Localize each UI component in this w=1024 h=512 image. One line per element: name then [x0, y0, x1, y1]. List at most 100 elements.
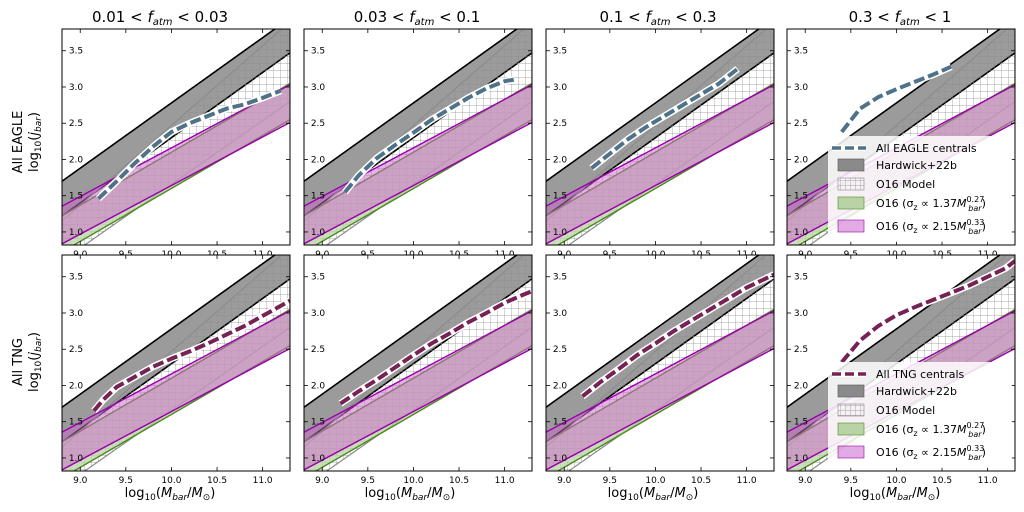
- y-tick-label: 1.0: [553, 228, 568, 238]
- x-tick-label: 11.0: [737, 476, 757, 486]
- y-tick-label: 3.0: [311, 309, 326, 319]
- tng-centrals-line: [91, 297, 290, 414]
- x-tick-label: 10.5: [691, 476, 711, 486]
- panel-frame: [61, 28, 291, 246]
- x-tick-label: 9.5: [844, 476, 858, 486]
- y-tick-label: 3.5: [311, 47, 325, 57]
- y-tick-label: 3.5: [794, 273, 808, 283]
- o16-magenta-band: [546, 84, 774, 245]
- legend-hardwick-label: Hardwick+22b: [876, 159, 957, 172]
- x-tick-label: 10.0: [886, 476, 906, 486]
- panel-eagle-3: 9.09.510.010.511.01.01.52.02.53.03.5: [545, 28, 775, 260]
- y-tick-label: 3.0: [69, 83, 84, 93]
- x-tick-label: 10.0: [403, 476, 423, 486]
- legend-hardwick-swatch: [837, 384, 865, 398]
- y-tick-label: 1.5: [69, 418, 83, 428]
- legend-magenta-swatch: [837, 445, 865, 459]
- y-tick-label: 1.0: [69, 454, 84, 464]
- tng-centrals-line: [580, 271, 774, 400]
- panel-frame: [786, 28, 1016, 246]
- panel-frame: [61, 254, 291, 472]
- panel-tng-2: 9.0 9.5 10.0 10.5 11.0 1.0 1.5 2.0 2.5 3.0 3.5: [303, 254, 533, 486]
- x-tick-label: 9.5: [603, 476, 617, 486]
- y-tick-label: 1.5: [794, 192, 808, 202]
- panel-frame: [545, 28, 775, 246]
- column-title-4: 0.3 < fatm < 1: [849, 8, 952, 28]
- x-tick-label: 9.5: [119, 476, 133, 486]
- y-tick-label: 3.5: [311, 273, 325, 283]
- y-tick-label: 2.0: [794, 155, 809, 165]
- y-tick-label: 1.5: [553, 418, 567, 428]
- legend-tng-label: All TNG centrals: [876, 368, 965, 381]
- tng-centrals-line: [338, 287, 532, 407]
- panel-frame: [545, 254, 775, 472]
- legend-hardwick-swatch: [837, 158, 865, 172]
- y-tick-label: 3.0: [794, 83, 809, 93]
- xaxis-labels: log10(Mbar/M⊙) log10(Mbar/M⊙) log10(Mbar…: [125, 486, 941, 503]
- legend-green-swatch: [837, 422, 865, 436]
- x-tick-label: 10.5: [932, 476, 952, 486]
- y-tick-label: 2.5: [311, 119, 325, 129]
- y-tick-label: 1.5: [311, 192, 325, 202]
- legend-o16-label: O16 Model: [876, 178, 935, 191]
- y-tick-label: 2.5: [794, 119, 808, 129]
- y-tick-label: 1.0: [69, 228, 84, 238]
- svg-text:log10(jbar): log10(jbar): [27, 112, 44, 172]
- svg-text:log10(Mbar/M⊙): log10(Mbar/M⊙): [365, 486, 456, 503]
- y-tick-label: 3.0: [311, 83, 326, 93]
- x-tick-label: 11.0: [253, 476, 273, 486]
- svg-text:log10(Mbar/M⊙): log10(Mbar/M⊙): [608, 486, 699, 503]
- y-tick-label: 3.5: [69, 47, 83, 57]
- x-tick-label: 10.5: [449, 476, 469, 486]
- x-tick-label: 9.0: [73, 476, 88, 486]
- legend-bottom: All TNG centrals Hardwick+22b O16 Model …: [828, 362, 1012, 468]
- column-title-3: 0.1 < fatm < 0.3: [599, 8, 716, 28]
- o16-magenta-band: [304, 310, 532, 471]
- x-tick-label: 11.0: [495, 476, 515, 486]
- x-tick-label: 10.0: [645, 476, 665, 486]
- legend-green-label: O16 (σz ∝ 1.37M0.27 bar): [876, 421, 986, 439]
- y-tick-label: 3.5: [553, 47, 567, 57]
- y-tick-label: 3.0: [553, 83, 568, 93]
- legend-o16-swatch: [837, 177, 865, 191]
- legend-magenta-label: O16 (σz ∝ 2.15M0.33 bar): [876, 218, 986, 236]
- legend-green-swatch: [837, 196, 865, 210]
- y-tick-label: 2.0: [311, 381, 326, 391]
- legend-hardwick-label: Hardwick+22b: [876, 385, 957, 398]
- panel-eagle-1: 9.09.510.010.511.01.01.52.02.53.03.5: [61, 28, 291, 260]
- column-title-2: 0.03 < fatm < 0.1: [354, 8, 481, 28]
- o16-magenta-band: [546, 310, 774, 471]
- legend-green-label: O16 (σz ∝ 1.37M0.27 bar): [876, 195, 986, 213]
- o16-magenta-band: [304, 84, 532, 245]
- legend-eagle-label: All EAGLE centrals: [876, 142, 977, 155]
- y-tick-label: 2.0: [69, 381, 84, 391]
- row-label-tng: All TNG log10(jbar): [11, 332, 44, 392]
- y-tick-label: 2.5: [794, 345, 808, 355]
- panel-tng-1: 9.0 9.5 10.0 10.5 11.0 1.0 1.5 2.0 2.5 3.0 3.5: [61, 254, 291, 486]
- y-tick-label: 1.5: [553, 192, 567, 202]
- y-tick-label: 1.0: [311, 454, 326, 464]
- y-tick-label: 2.5: [311, 345, 325, 355]
- y-tick-label: 3.5: [794, 47, 808, 57]
- o16-magenta-band: [62, 310, 290, 471]
- y-tick-label: 3.5: [69, 273, 83, 283]
- eagle-centrals-line: [342, 76, 515, 195]
- x-tick-label: 9.5: [361, 476, 375, 486]
- y-tick-label: 1.0: [311, 228, 326, 238]
- y-tick-label: 2.5: [69, 345, 83, 355]
- y-tick-label: 2.0: [311, 155, 326, 165]
- svg-text:log10(jbar): log10(jbar): [27, 332, 44, 392]
- panel-tng-3: 9.0 9.5 10.0 10.5 11.0 1.0 1.5 2.0 2.5 3.0 3.5: [545, 254, 775, 486]
- y-tick-label: 2.5: [553, 119, 567, 129]
- column-title-1: 0.01 < fatm < 0.03: [92, 8, 228, 28]
- legend-magenta-label: O16 (σz ∝ 2.15M0.33 bar): [876, 444, 986, 462]
- y-tick-label: 3.0: [69, 309, 84, 319]
- svg-text:All TNG: All TNG: [11, 338, 26, 386]
- panel-eagle-2: 9.09.510.010.511.01.01.52.02.53.03.5: [303, 28, 533, 260]
- legend-magenta-swatch: [837, 219, 865, 233]
- y-tick-label: 1.0: [553, 454, 568, 464]
- x-tick-label: 11.0: [978, 476, 998, 486]
- y-tick-label: 3.5: [553, 273, 567, 283]
- x-tick-label: 9.0: [557, 476, 572, 486]
